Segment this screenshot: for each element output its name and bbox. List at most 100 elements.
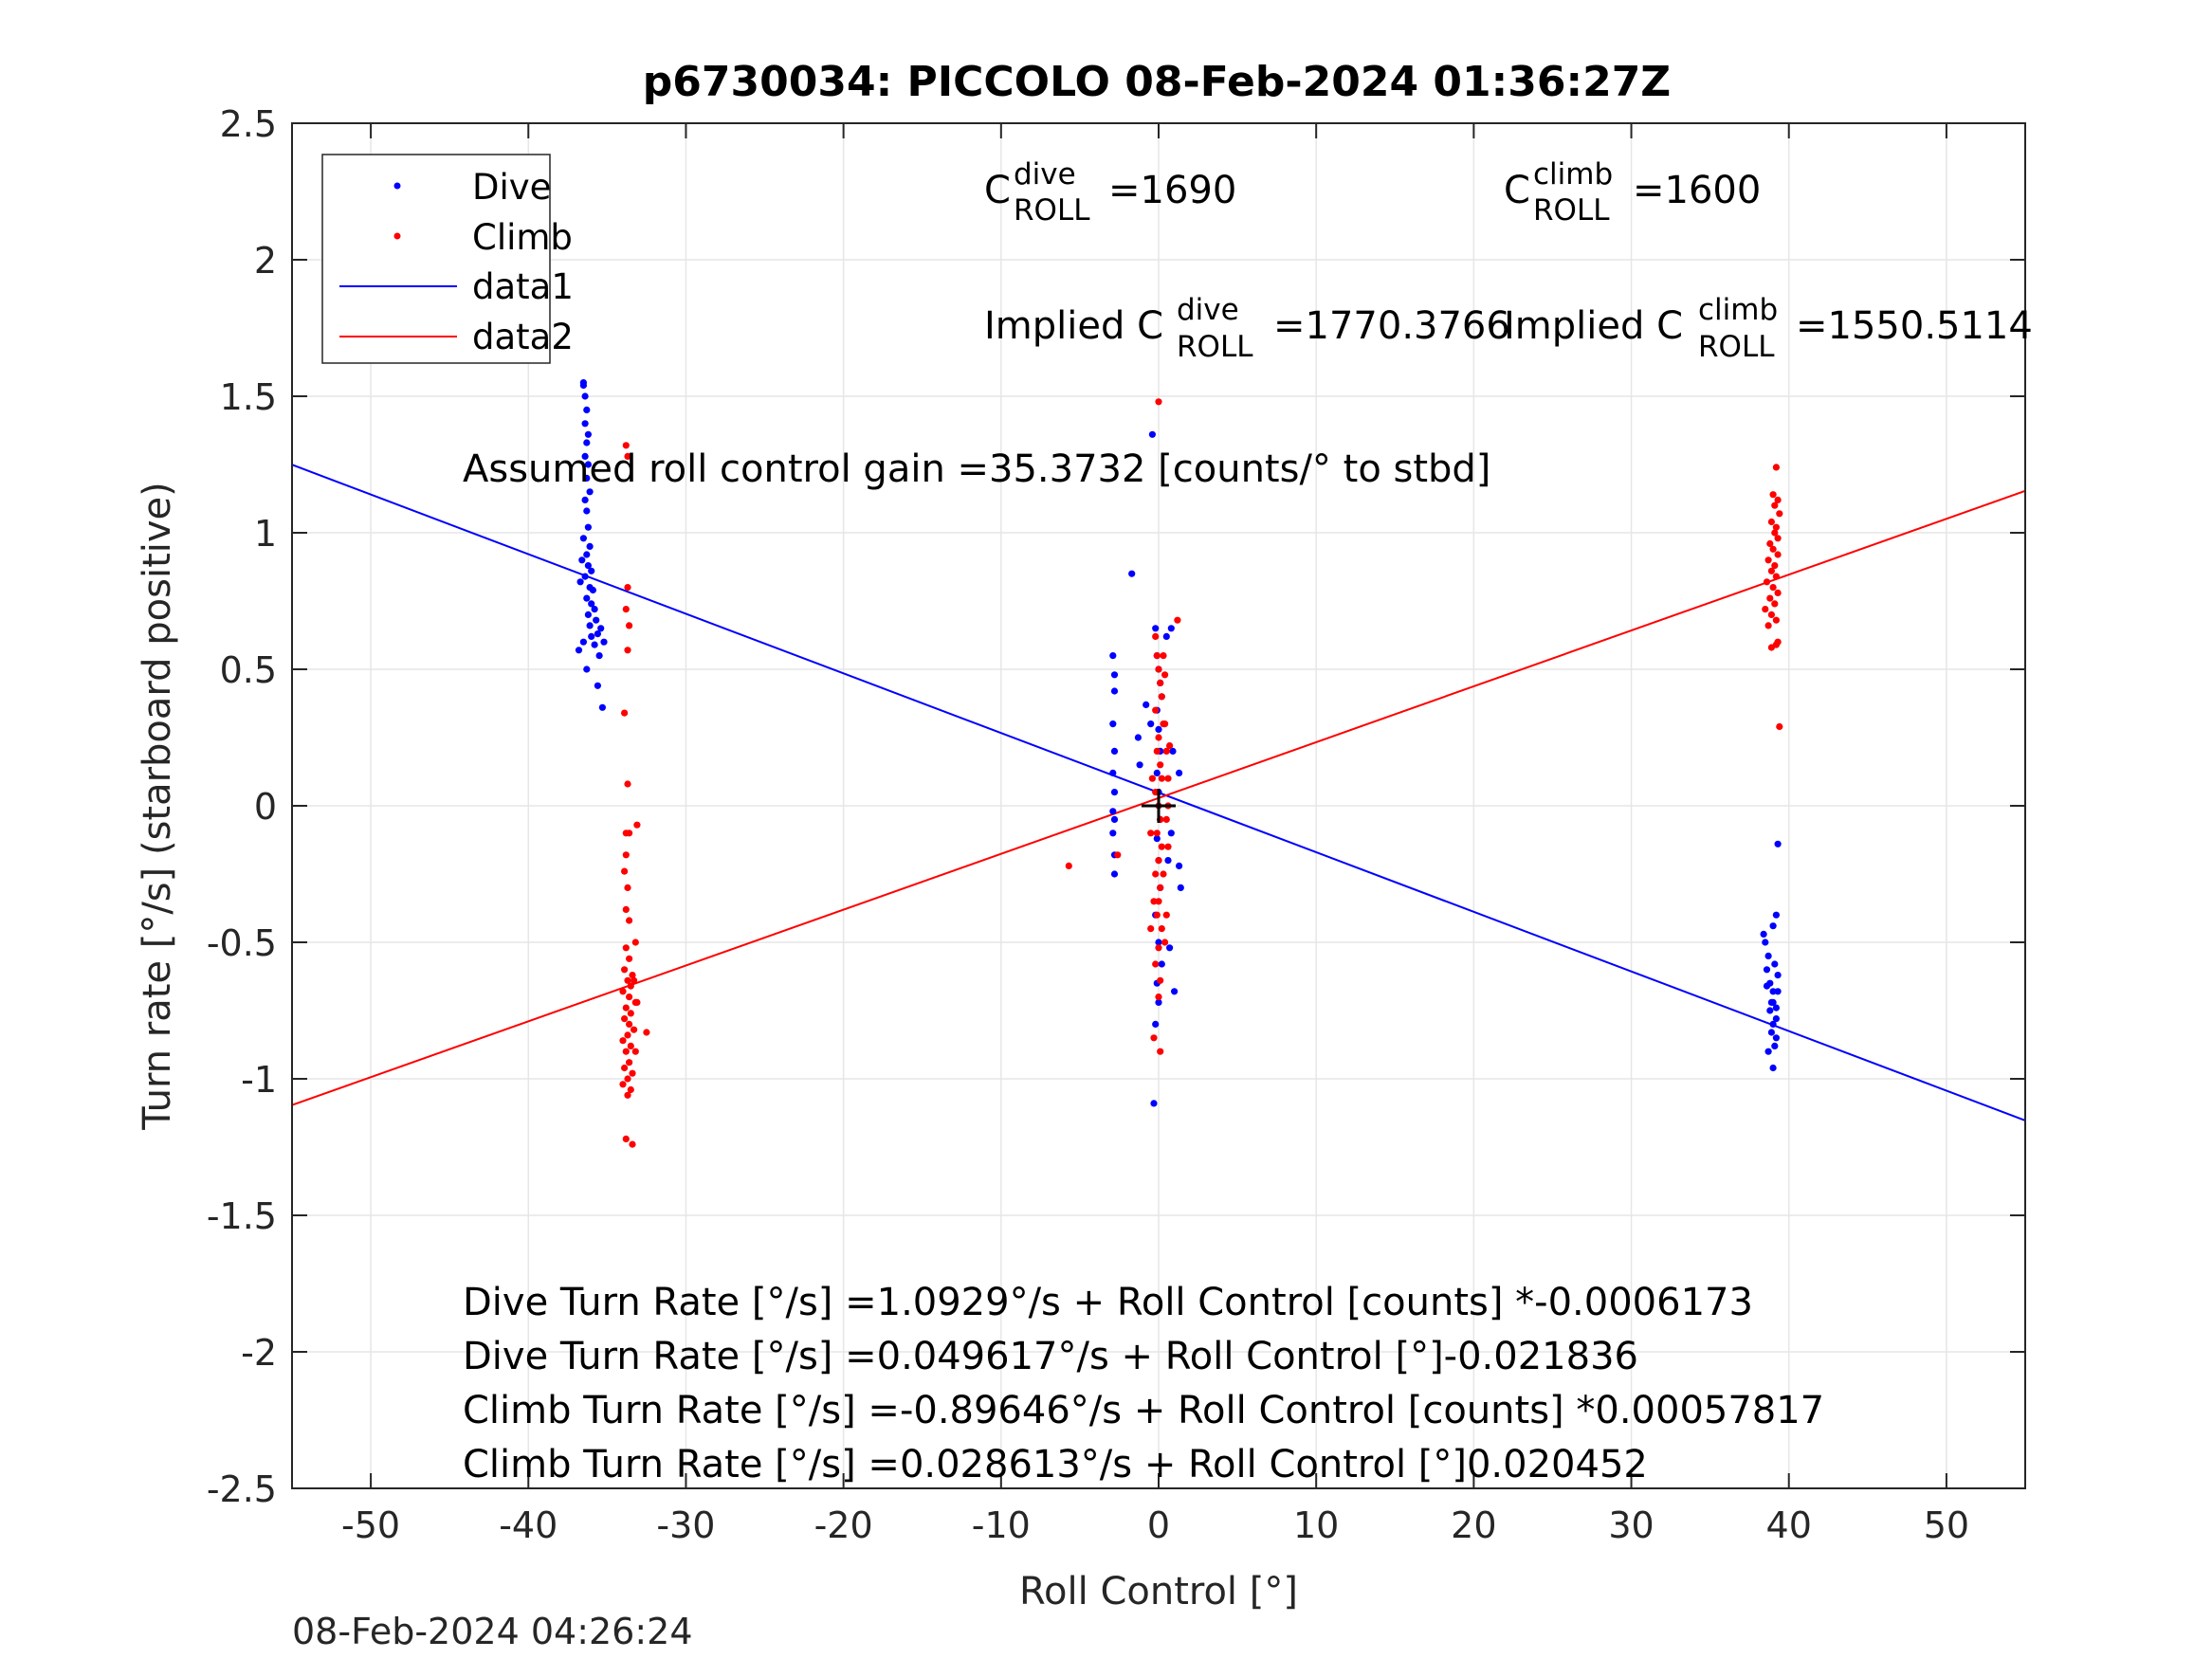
climb-point — [631, 976, 638, 984]
dive-point — [1158, 960, 1165, 968]
climb-point — [1157, 761, 1164, 769]
climb-point — [624, 1075, 631, 1083]
climb-point — [1157, 976, 1164, 984]
dive-point — [581, 452, 589, 460]
climb-point — [1162, 911, 1170, 919]
climb-point — [624, 1031, 631, 1039]
climb-point — [631, 939, 639, 946]
climb-point — [1155, 398, 1162, 406]
climb-point — [1158, 925, 1165, 933]
dive-point — [583, 551, 591, 558]
y-tick-label: 1 — [254, 513, 277, 555]
dive-point — [1136, 761, 1143, 769]
climb-point — [1774, 551, 1782, 558]
climb-point — [1155, 994, 1162, 1001]
climb-point — [1762, 606, 1769, 613]
climb-point — [1153, 652, 1161, 660]
x-tick-label: 10 — [1293, 1504, 1339, 1546]
dive-point — [583, 507, 591, 515]
dive-point — [1177, 884, 1184, 892]
dive-point — [1167, 830, 1175, 837]
climb-point — [1766, 594, 1774, 602]
dive-point — [1760, 930, 1767, 939]
dive-point — [1110, 870, 1119, 878]
dive-point — [583, 474, 591, 482]
dive-point — [1110, 671, 1119, 679]
climb-point — [1769, 584, 1777, 592]
y-tick-label: 0 — [254, 786, 277, 828]
implied-climb-sub: ROLL — [1698, 330, 1775, 364]
x-tick-label: -50 — [341, 1504, 400, 1546]
climb-point — [1153, 911, 1161, 919]
x-tick-label: 40 — [1766, 1504, 1812, 1546]
climb-point — [1155, 665, 1162, 673]
climb-point — [1774, 496, 1782, 504]
climb-point — [1161, 671, 1169, 679]
climb-point — [1767, 518, 1775, 526]
climb-point — [629, 1069, 636, 1077]
dive-point — [1762, 939, 1769, 946]
dive-point — [1109, 830, 1117, 837]
dive-point — [593, 616, 600, 624]
climb-point — [1771, 562, 1779, 570]
climb-point — [1065, 862, 1072, 870]
dive-point — [595, 652, 603, 660]
implied-climb-prefix: Implied C — [1504, 304, 1683, 348]
implied-c-roll-climb-annotation: Implied C climb ROLL =1550.5114 — [1504, 293, 2033, 364]
dive-point — [1774, 972, 1782, 979]
climb-point — [622, 851, 630, 859]
climb-point — [626, 830, 633, 837]
legend-data1-label: data1 — [472, 266, 574, 307]
eq-dive-degrees: Dive Turn Rate [°/s] =0.049617°/s + Roll… — [463, 1335, 1638, 1378]
dive-point — [1110, 687, 1119, 695]
c-climb-value: =1600 — [1633, 169, 1761, 212]
climb-point — [629, 972, 636, 979]
climb-point — [624, 584, 631, 592]
c-dive-sup: dive — [1014, 157, 1076, 191]
dive-point — [1155, 725, 1162, 734]
climb-point — [627, 1042, 634, 1049]
climb-point — [1769, 491, 1777, 499]
climb-point — [627, 1085, 634, 1094]
x-tick-label: 50 — [1924, 1504, 1969, 1546]
dive-point — [1162, 632, 1170, 641]
climb-point — [1114, 851, 1122, 859]
climb-point — [624, 884, 631, 892]
climb-point — [1772, 523, 1780, 531]
dive-point — [581, 392, 589, 400]
x-tick-labels: -50 -40 -30 -20 -10 0 10 20 30 40 50 — [341, 1504, 1969, 1546]
climb-point — [633, 998, 641, 1006]
climb-point — [622, 606, 630, 613]
dive-point — [1109, 808, 1117, 815]
dive-point — [576, 578, 584, 586]
dive-point — [581, 420, 589, 428]
x-tick-label: 0 — [1147, 1504, 1170, 1546]
climb-point — [1153, 830, 1161, 837]
climb-point — [1162, 747, 1170, 756]
climb-point — [1148, 775, 1156, 782]
dive-point — [1774, 988, 1782, 995]
y-tick-label: 0.5 — [220, 649, 277, 691]
climb-point — [1152, 706, 1160, 714]
dive-point — [589, 586, 597, 594]
dive-point — [1153, 769, 1161, 777]
dive-point — [579, 535, 588, 542]
dive-point — [1763, 966, 1771, 974]
climb-point — [627, 982, 634, 990]
climb-point — [1152, 870, 1160, 878]
dive-point — [1176, 862, 1183, 870]
c-dive-base: C — [984, 169, 1011, 212]
dive-point — [1766, 1007, 1774, 1014]
c-climb-sup: climb — [1533, 157, 1613, 191]
dive-point — [1148, 430, 1156, 438]
c-climb-base: C — [1504, 169, 1530, 212]
dive-point — [584, 430, 593, 438]
c-dive-sub: ROLL — [1014, 193, 1090, 228]
eq-dive-counts: Dive Turn Rate [°/s] =1.0929°/s + Roll C… — [463, 1281, 1753, 1324]
climb-point — [624, 647, 631, 654]
dive-point — [588, 632, 595, 641]
dive-point — [1150, 1100, 1158, 1107]
dive-point — [594, 630, 602, 638]
climb-point — [1767, 611, 1775, 619]
dive-point — [594, 682, 602, 689]
